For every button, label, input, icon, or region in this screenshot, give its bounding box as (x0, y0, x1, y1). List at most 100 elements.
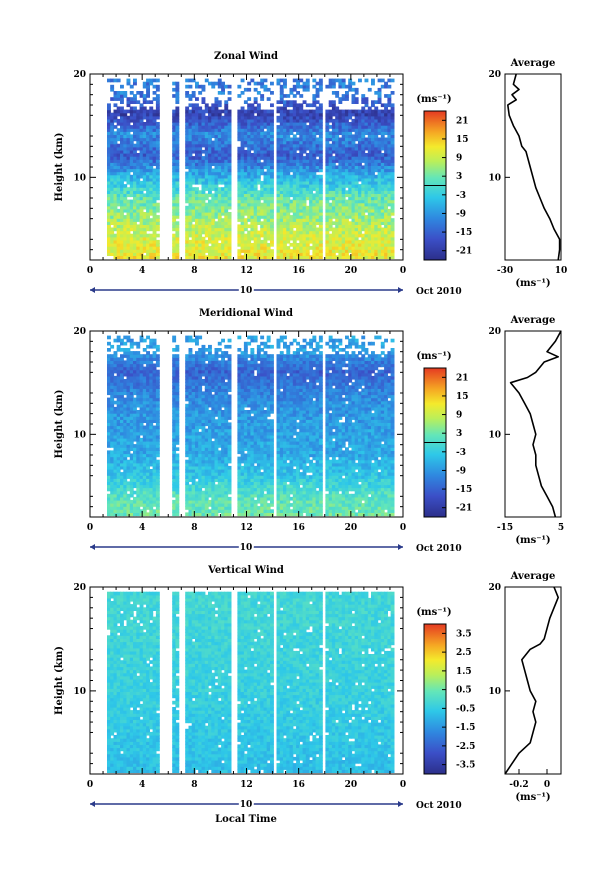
average-frame (504, 586, 562, 775)
colorbar-tick-label: -9 (456, 466, 466, 476)
average-y-tick-label: 10 (488, 430, 501, 440)
colorbar-tick-label: 3 (456, 429, 462, 439)
y-tick-label: 10 (73, 430, 86, 440)
average-x-label: (ms⁻¹) (515, 792, 550, 803)
x-tick-label: 0 (400, 523, 406, 533)
panel-vertical: Vertical Wind 0 4 8 12 16 20 0 10 20 Height (km) 1… (54, 565, 562, 812)
x-tick-label: 12 (240, 523, 253, 533)
heatmap-cells-vertical (107, 591, 395, 773)
average-y-tick-label: 10 (488, 173, 501, 183)
average-title: Average (510, 58, 556, 69)
x-tick-label: 0 (400, 266, 406, 276)
date-axis-arrow-right (398, 544, 403, 550)
x-tick-label: 4 (139, 780, 145, 790)
colorbar-tick-label: 21 (456, 373, 469, 383)
colorbar-tick-label: -21 (456, 504, 472, 514)
y-tick-label: 10 (73, 687, 86, 697)
x-tick-label: 16 (292, 266, 305, 276)
date-axis-arrow-right (398, 287, 403, 293)
chart-title-meridional: Meridional Wind (199, 308, 293, 319)
x-tick-label: 0 (400, 780, 406, 790)
average-frame (504, 330, 562, 518)
x-tick-label: 8 (191, 266, 197, 276)
colorbar-label: (ms⁻¹) (416, 351, 451, 362)
average-y-tick-label: 20 (488, 327, 501, 337)
y-axis-label: Height (km) (54, 646, 65, 715)
colorbar-label: (ms⁻¹) (416, 94, 451, 105)
colorbar-tick-label: 15 (456, 392, 469, 402)
panel-zonal: Zonal Wind 0 4 8 12 16 20 0 10 20 Height (km) 10 Oc… (54, 51, 568, 298)
heatmap-vertical: 0 4 8 12 16 20 0 10 20 Height (km) 10 Oct 2010 (54, 583, 462, 812)
colorbar-tick-label: 9 (456, 154, 462, 164)
chart-title-zonal: Zonal Wind (214, 51, 278, 62)
x-tick-label: 12 (240, 266, 253, 276)
colorbar-meridional: (ms⁻¹) 21 15 9 3 -3 -9 -15 -21 (416, 351, 472, 518)
heatmap-cells-meridional (107, 335, 395, 517)
average-x-tick-label: -0.2 (509, 780, 528, 790)
y-tick-label: 10 (73, 173, 86, 183)
heatmap-meridional: 0 4 8 12 16 20 0 10 20 Height (km) 10 Oct 2010 (54, 327, 462, 555)
colorbar-tick-label: -15 (456, 485, 472, 495)
average-x-tick-label: 0 (544, 780, 550, 790)
date-month-label: Oct 2010 (416, 544, 462, 554)
average-x-tick-label: 10 (555, 266, 568, 276)
date-month-label: Oct 2010 (416, 801, 462, 811)
x-tick-label: 8 (191, 780, 197, 790)
y-axis-label: Height (km) (54, 390, 65, 459)
x-tick-label: 16 (292, 780, 305, 790)
heatmap-cells-zonal (107, 78, 395, 259)
date-axis-arrow-left (90, 287, 95, 293)
x-tick-label: 4 (139, 266, 145, 276)
date-axis-arrow-left (90, 801, 95, 807)
colorbar-tick-label: 0.5 (456, 686, 472, 696)
colorbar-tick-label: 9 (456, 411, 462, 421)
y-axis-label: Height (km) (54, 133, 65, 202)
average-title: Average (510, 571, 556, 582)
colorbar-vertical: (ms⁻¹) 3.5 2.5 1.5 0.5 -0.5 -1.5 -2.5 -3.5 (416, 607, 475, 775)
date-day-label: 10 (240, 543, 253, 553)
y-tick-label: 20 (73, 70, 86, 80)
date-day-label: 10 (240, 286, 253, 296)
y-tick-label: 20 (73, 327, 86, 337)
colorbar-tick-label: -9 (456, 209, 466, 219)
colorbar-tick-label: -3.5 (456, 761, 475, 771)
average-frame (504, 73, 562, 261)
colorbar-gradient (423, 623, 447, 775)
date-month-label: Oct 2010 (416, 287, 462, 297)
x-tick-label: 12 (240, 780, 253, 790)
average-profile-line (509, 330, 562, 518)
colorbar-tick-label: 3.5 (456, 629, 472, 639)
panel-meridional: Meridional Wind 0 4 8 12 16 20 0 10 20 Height (km… (54, 308, 564, 555)
x-tick-label: 16 (292, 523, 305, 533)
average-meridional: Average -15 5 10 20 (ms⁻¹) (488, 315, 564, 546)
colorbar-tick-label: 1.5 (456, 667, 472, 677)
average-y-tick-label: 20 (488, 583, 501, 593)
x-tick-label: 20 (345, 523, 358, 533)
colorbar-tick-label: -0.5 (456, 704, 475, 714)
date-day-label: 10 (240, 800, 253, 810)
average-y-tick-label: 10 (488, 687, 501, 697)
average-x-label: (ms⁻¹) (515, 535, 550, 546)
x-axis-label: Local Time (215, 814, 277, 825)
x-tick-label: 20 (345, 266, 358, 276)
average-profile-line (506, 73, 561, 261)
colorbar-tick-label: 2.5 (456, 648, 472, 658)
colorbar-tick-label: -15 (456, 228, 472, 238)
date-axis-arrow-right (398, 801, 403, 807)
average-y-tick-label: 20 (488, 70, 501, 80)
average-vertical: Average -0.2 0 10 20 (ms⁻¹) (488, 571, 562, 803)
x-tick-label: 8 (191, 523, 197, 533)
colorbar-tick-label: -3 (456, 191, 466, 201)
average-title: Average (510, 315, 556, 326)
average-x-label: (ms⁻¹) (515, 278, 550, 289)
heatmap-zonal: 0 4 8 12 16 20 0 10 20 Height (km) 10 Oct 2010 (54, 70, 462, 298)
x-tick-label: 0 (87, 523, 93, 533)
colorbar-tick-label: -3 (456, 448, 466, 458)
colorbar-label: (ms⁻¹) (416, 607, 451, 618)
x-tick-label: 0 (87, 780, 93, 790)
x-tick-label: 0 (87, 266, 93, 276)
x-tick-label: 4 (139, 523, 145, 533)
colorbar-tick-label: -2.5 (456, 742, 475, 752)
y-tick-label: 20 (73, 583, 86, 593)
